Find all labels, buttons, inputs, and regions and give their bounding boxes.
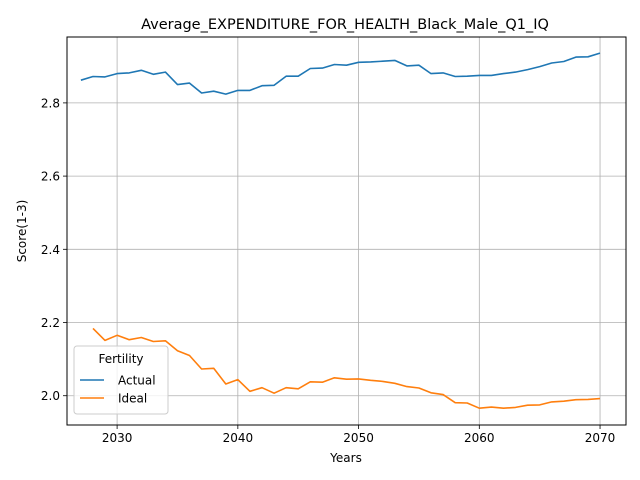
chart-title: Average_EXPENDITURE_FOR_HEALTH_Black_Mal… <box>141 17 549 33</box>
x-tick-label: 2060 <box>464 431 495 445</box>
y-tick-label: 2.8 <box>41 96 60 110</box>
x-axis-label: Years <box>329 451 362 465</box>
legend-label-actual: Actual <box>118 374 156 388</box>
x-tick-label: 2030 <box>102 431 133 445</box>
y-tick-label: 2.2 <box>41 316 60 330</box>
y-tick-label: 2.6 <box>41 170 60 184</box>
x-tick-label: 2040 <box>223 431 254 445</box>
series-line-ideal <box>92 327 601 410</box>
legend-title: Fertility <box>98 352 143 366</box>
x-tick-label: 2070 <box>585 431 616 445</box>
series-layer <box>80 52 601 410</box>
y-axis-ticks: 2.0 2.2 2.4 2.6 2.8 <box>41 96 67 403</box>
y-tick-label: 2.4 <box>41 243 60 257</box>
x-axis-ticks: 2030 2040 2050 2060 2070 <box>102 425 615 445</box>
legend-box <box>73 345 169 415</box>
y-axis-label: Score(1-3) <box>15 200 29 263</box>
series-line-actual <box>80 52 601 95</box>
y-tick-label: 2.0 <box>41 389 60 403</box>
legend: Fertility Actual Ideal <box>73 345 169 415</box>
legend-label-ideal: Ideal <box>118 392 147 406</box>
plot-frame <box>66 36 627 426</box>
x-tick-label: 2050 <box>343 431 374 445</box>
